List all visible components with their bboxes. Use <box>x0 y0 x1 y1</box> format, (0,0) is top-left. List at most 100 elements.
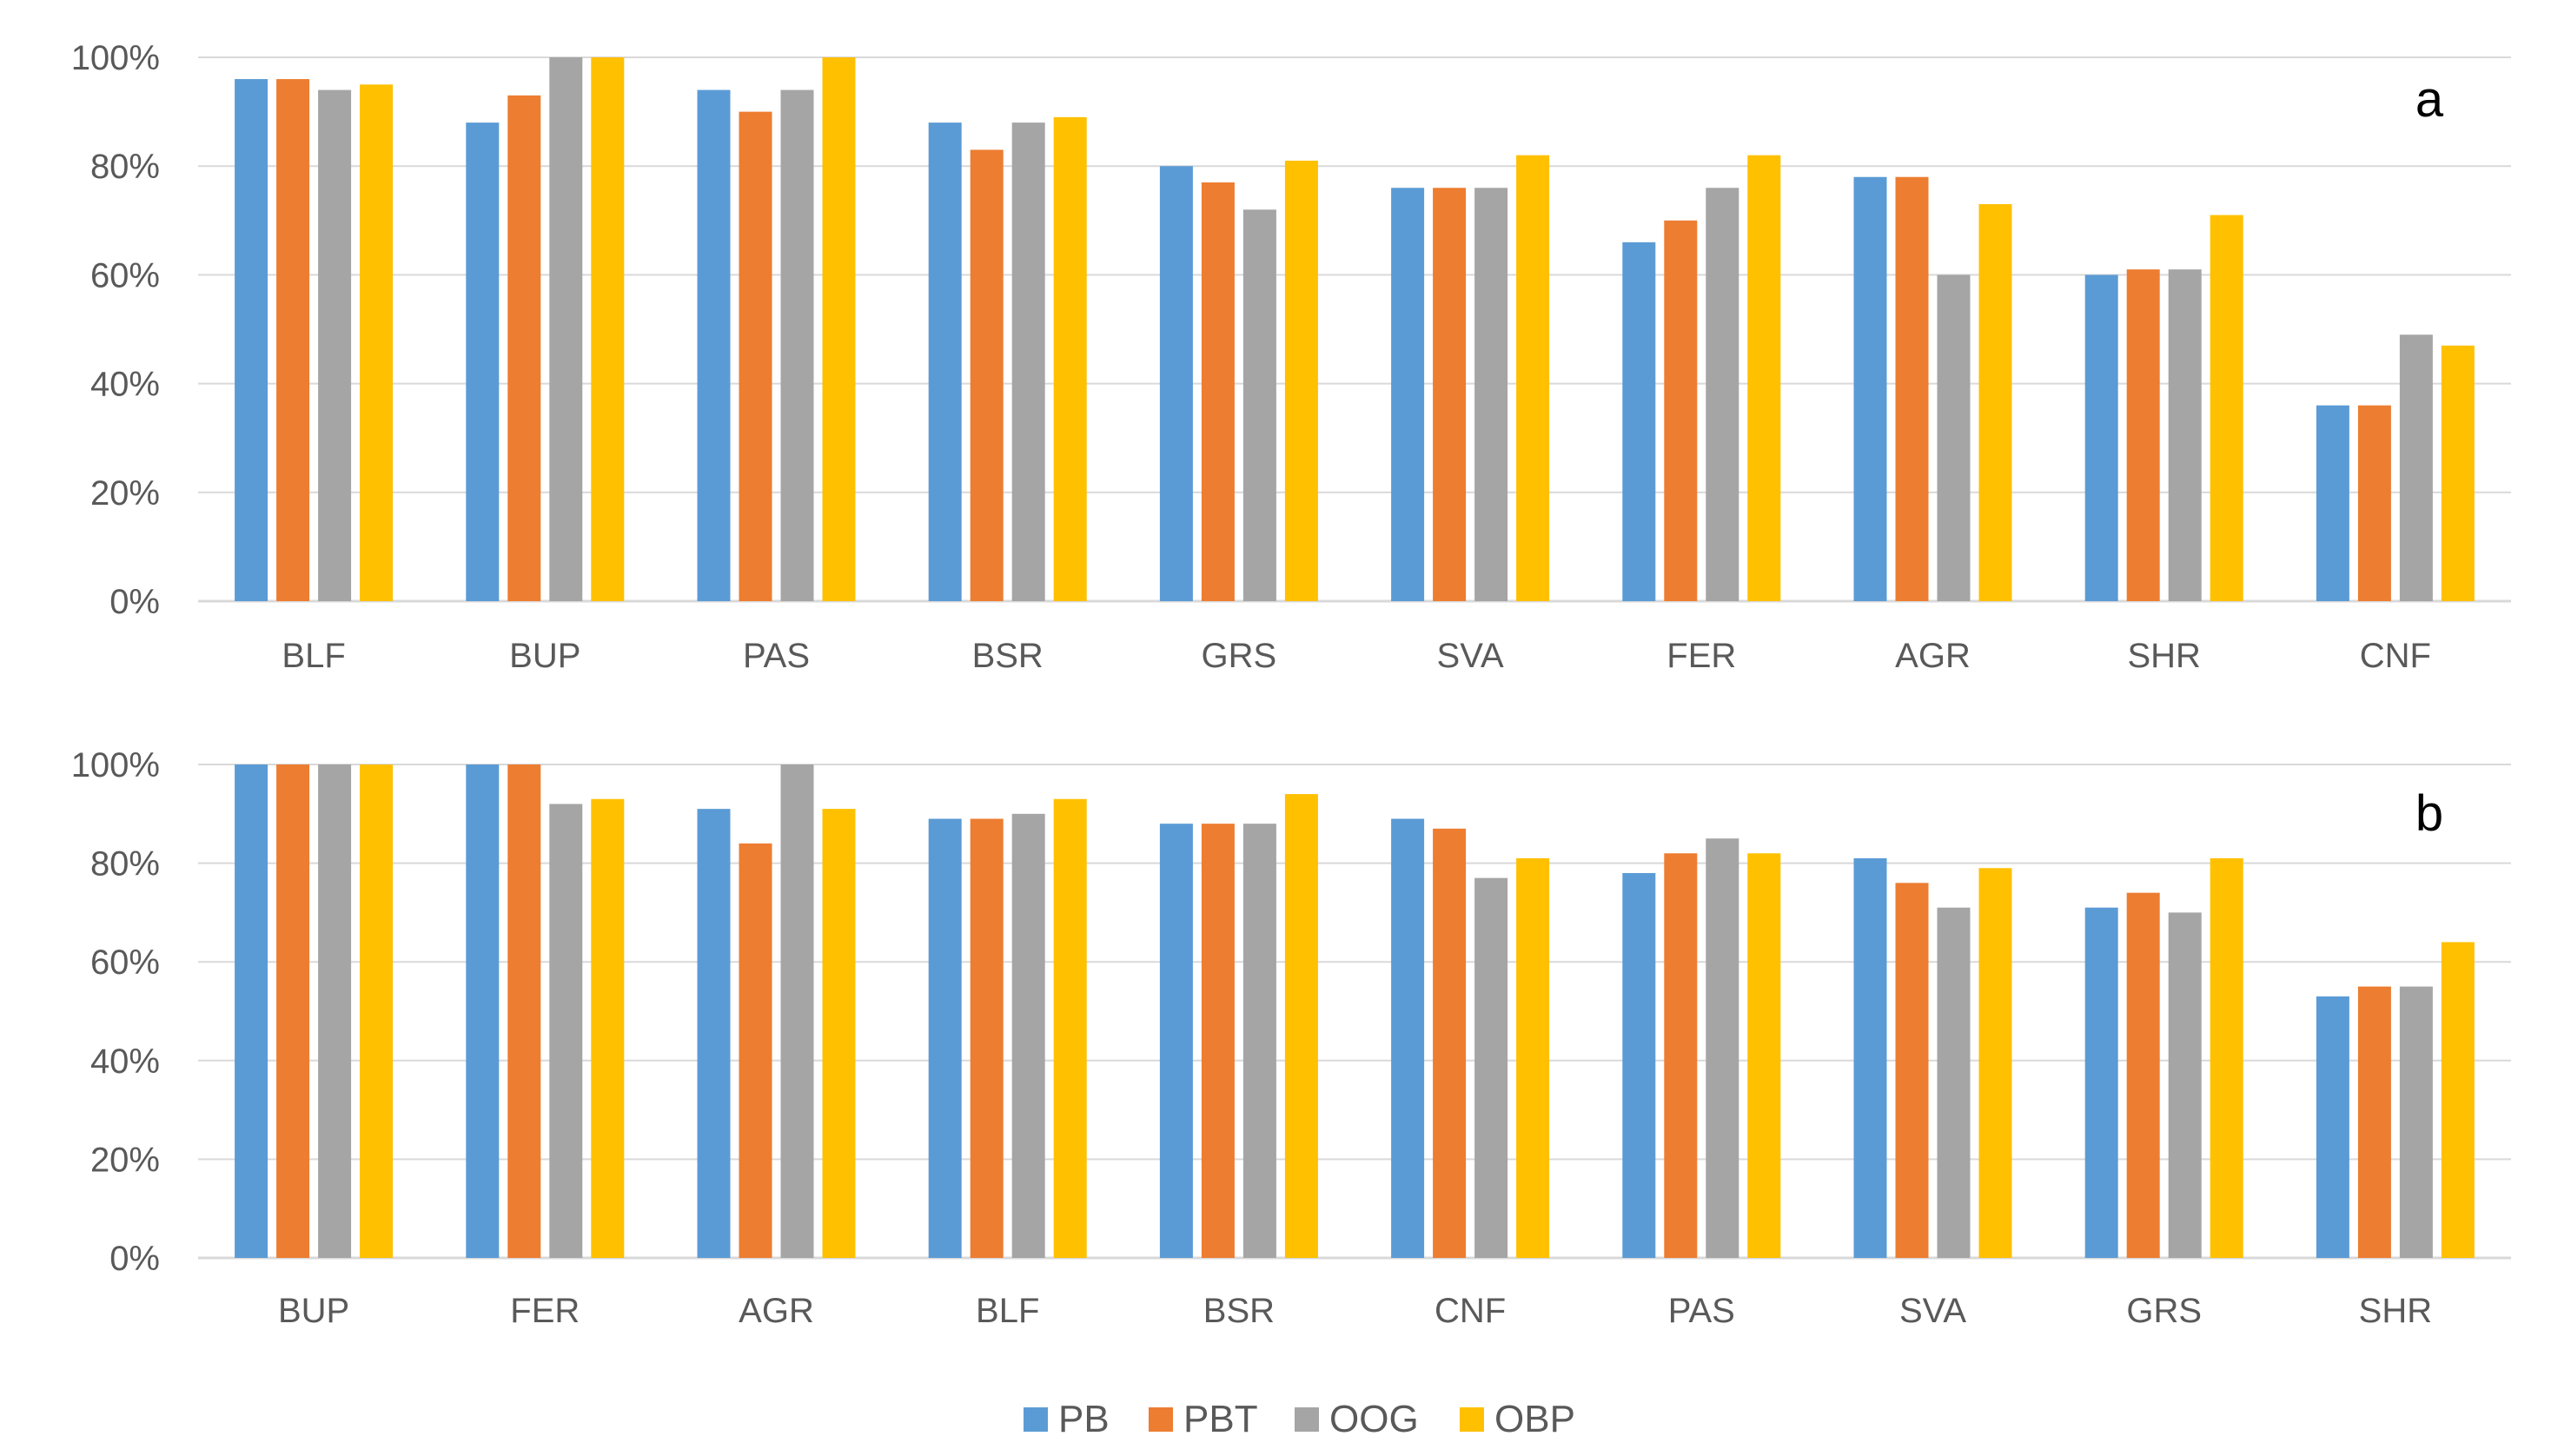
bar-pbt-pas <box>1664 853 1698 1258</box>
bar-pb-bsr <box>1159 824 1193 1258</box>
y-tick-label: 60% <box>90 256 160 295</box>
bar-obp-fer <box>1747 155 1781 601</box>
bar-pb-blf <box>928 818 962 1258</box>
y-tick-label: 100% <box>71 39 160 77</box>
panel-label: b <box>2415 785 2443 842</box>
bar-obp-sva <box>1516 155 1550 601</box>
bar-obp-bup <box>360 764 394 1258</box>
x-tick-label: SVA <box>1437 637 1504 675</box>
bar-obp-agr <box>1978 204 2012 601</box>
bar-pbt-bsr <box>1201 824 1235 1258</box>
bar-obp-pas <box>1747 853 1781 1258</box>
y-tick-label: 60% <box>90 943 160 982</box>
legend-swatch-pb <box>1024 1407 1048 1432</box>
bar-oog-bsr <box>1242 824 1276 1258</box>
legend-label-pb: PB <box>1058 1398 1110 1440</box>
bar-oog-blf <box>1011 813 1045 1258</box>
bar-pb-fer <box>1622 242 1656 601</box>
bar-pbt-sva <box>1433 188 1467 602</box>
x-tick-label: PAS <box>1668 1292 1735 1330</box>
bar-pbt-cnf <box>1433 828 1467 1258</box>
x-tick-label: GRS <box>1202 637 1277 675</box>
legend-label-oog: OOG <box>1329 1398 1419 1440</box>
y-tick-label: 0% <box>109 583 160 621</box>
bar-pbt-shr <box>2357 986 2391 1258</box>
y-tick-label: 0% <box>109 1240 160 1278</box>
bar-pb-shr <box>2316 996 2349 1258</box>
bar-oog-fer <box>549 804 583 1258</box>
x-tick-label: BSR <box>972 637 1044 675</box>
legend-swatch-obp <box>1460 1407 1484 1432</box>
bar-obp-grs <box>2210 857 2243 1258</box>
y-tick-label: 80% <box>90 845 160 884</box>
bar-pbt-bup <box>507 95 541 601</box>
bar-pb-fer <box>466 764 500 1258</box>
bar-obp-cnf <box>2441 345 2475 601</box>
bar-oog-sva <box>1474 188 1508 602</box>
bar-pb-sva <box>1853 857 1887 1258</box>
bar-oog-grs <box>2168 912 2202 1258</box>
bar-pbt-cnf <box>2357 405 2391 601</box>
panel-label: a <box>2415 71 2444 128</box>
bar-obp-bup <box>591 57 625 601</box>
bar-pbt-fer <box>507 764 541 1258</box>
bar-pb-grs <box>2084 907 2118 1258</box>
bar-pbt-shr <box>2126 269 2160 601</box>
bar-obp-shr <box>2441 942 2475 1258</box>
x-tick-label: BLF <box>976 1292 1039 1330</box>
bar-pbt-agr <box>739 843 772 1258</box>
bar-pb-bup <box>235 764 268 1258</box>
x-tick-label: BUP <box>509 637 580 675</box>
bar-oog-sva <box>1937 907 1971 1258</box>
x-tick-label: GRS <box>2126 1292 2202 1330</box>
bar-pb-blf <box>235 79 268 602</box>
bar-oog-pas <box>780 89 814 601</box>
bar-pbt-fer <box>1664 220 1698 602</box>
bar-obp-sva <box>1978 868 2012 1258</box>
bar-pbt-bup <box>276 764 310 1258</box>
bar-obp-blf <box>1053 798 1087 1258</box>
bar-pb-agr <box>697 809 731 1258</box>
bar-obp-cnf <box>1516 857 1550 1258</box>
bar-pbt-agr <box>1895 176 1929 601</box>
bar-pb-bsr <box>928 122 962 601</box>
bar-obp-agr <box>822 809 856 1258</box>
bar-obp-bsr <box>1053 116 1087 602</box>
legend-label-obp: OBP <box>1494 1398 1575 1440</box>
bar-obp-fer <box>591 798 625 1258</box>
bar-obp-bsr <box>1284 794 1318 1258</box>
bar-oog-cnf <box>2399 334 2433 601</box>
bar-obp-pas <box>822 57 856 601</box>
bar-pbt-grs <box>2126 892 2160 1258</box>
x-tick-label: SVA <box>1899 1292 1966 1330</box>
x-tick-label: BSR <box>1203 1292 1275 1330</box>
bar-oog-shr <box>2168 269 2202 601</box>
y-tick-label: 80% <box>90 148 160 186</box>
bar-pbt-sva <box>1895 883 1929 1258</box>
x-tick-label: BUP <box>278 1292 349 1330</box>
bar-pbt-pas <box>739 111 772 602</box>
x-tick-label: BLF <box>282 637 345 675</box>
bar-oog-bsr <box>1011 122 1045 601</box>
x-tick-label: FER <box>510 1292 580 1330</box>
bar-obp-shr <box>2210 215 2243 602</box>
x-tick-label: AGR <box>1895 637 1971 675</box>
bar-oog-blf <box>318 89 352 601</box>
bar-pbt-blf <box>970 818 1004 1258</box>
y-tick-label: 40% <box>90 1042 160 1081</box>
bar-oog-bup <box>318 764 352 1258</box>
legend-swatch-pbt <box>1149 1407 1173 1432</box>
bar-obp-blf <box>360 84 394 602</box>
legend-label-pbt: PBT <box>1183 1398 1258 1440</box>
bar-obp-grs <box>1284 160 1318 601</box>
bar-pb-grs <box>1159 166 1193 601</box>
bar-pb-pas <box>1622 872 1656 1258</box>
y-tick-label: 20% <box>90 474 160 513</box>
bar-pb-shr <box>2084 275 2118 601</box>
bar-oog-shr <box>2399 986 2433 1258</box>
y-tick-label: 100% <box>71 746 160 784</box>
bar-pb-cnf <box>1391 818 1425 1258</box>
legend-swatch-oog <box>1295 1407 1319 1432</box>
bar-pbt-grs <box>1201 182 1235 602</box>
